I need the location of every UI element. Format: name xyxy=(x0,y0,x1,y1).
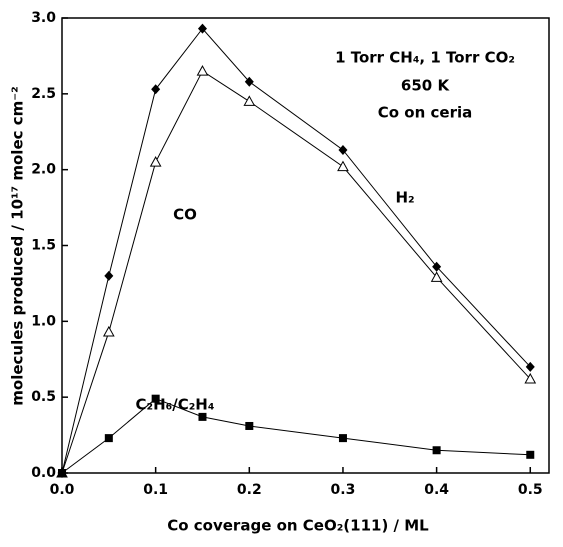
marker xyxy=(198,412,207,421)
marker xyxy=(104,434,113,443)
series-line xyxy=(61,27,531,474)
y-tick-label: 1.5 xyxy=(31,238,56,254)
marker xyxy=(245,421,254,430)
annotation: 1 Torr CH₄, 1 Torr CO₂ xyxy=(335,49,515,67)
marker xyxy=(104,270,114,281)
y-tick-label: 1.0 xyxy=(31,313,56,329)
marker xyxy=(430,271,443,282)
series-line xyxy=(61,70,531,474)
marker xyxy=(151,394,160,403)
annotation: 650 K xyxy=(401,77,451,95)
marker xyxy=(196,65,209,76)
x-tick-label: 0.0 xyxy=(50,482,75,498)
marker xyxy=(243,95,256,106)
marker xyxy=(244,76,254,87)
annotation: Co on ceria xyxy=(378,104,472,122)
marker xyxy=(151,84,161,95)
y-tick-label: 2.5 xyxy=(31,86,56,102)
y-tick-label: 2.0 xyxy=(31,162,56,178)
series-label: H₂ xyxy=(395,189,414,207)
y-axis-label: molecules produced / 10¹⁷ molec cm⁻² xyxy=(9,86,27,405)
series-label: C₂H₆/C₂H₄ xyxy=(136,396,215,414)
x-tick-label: 0.1 xyxy=(143,482,168,498)
marker xyxy=(337,160,349,172)
y-tick-label: 3.0 xyxy=(31,10,56,26)
series-line xyxy=(61,398,531,474)
marker xyxy=(58,469,66,477)
marker xyxy=(149,156,162,167)
marker xyxy=(526,450,535,459)
x-axis-label: Co coverage on CeO₂(111) / ML xyxy=(167,517,429,535)
y-tick-label: 0.0 xyxy=(31,465,56,481)
marker xyxy=(432,446,441,455)
marker xyxy=(338,144,348,155)
marker xyxy=(524,372,537,384)
marker xyxy=(432,261,442,272)
marker xyxy=(525,361,535,372)
y-tick-label: 0.5 xyxy=(31,389,56,405)
x-tick-label: 0.3 xyxy=(331,482,356,498)
marker xyxy=(338,434,347,443)
series-label: CO xyxy=(173,206,197,224)
marker xyxy=(197,23,207,34)
x-tick-label: 0.2 xyxy=(237,482,262,498)
x-tick-label: 0.4 xyxy=(424,482,449,498)
marker xyxy=(102,325,115,337)
x-tick-label: 0.5 xyxy=(518,482,543,498)
